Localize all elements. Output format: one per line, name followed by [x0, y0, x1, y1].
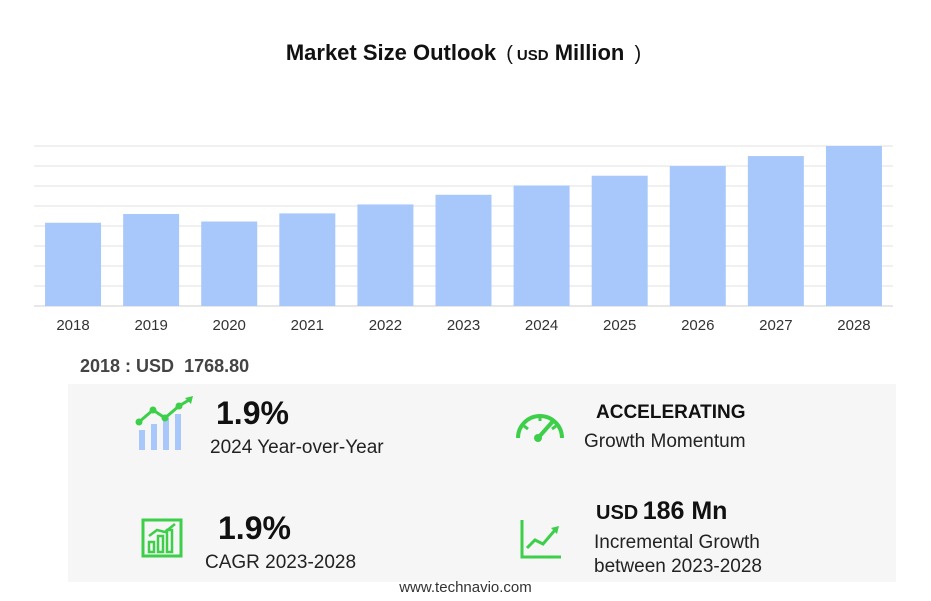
chart-title: Market Size Outlook (USD Million ) [0, 40, 931, 66]
x-tick-label-2018: 2018 [56, 317, 89, 334]
title-unit: USD [516, 47, 549, 64]
chart-title-main: Market Size Outlook [285, 40, 497, 65]
bar-chart-icon [141, 518, 183, 558]
stats-panel [68, 384, 896, 582]
trend-line-icon [520, 520, 561, 559]
x-tick-label-2025: 2025 [603, 317, 636, 334]
bar-2025 [591, 175, 648, 306]
title-open-paren: ( [506, 43, 513, 65]
bar-2020 [201, 221, 258, 306]
base-year-label: 2018 : USD 1768.80 [80, 356, 249, 377]
growth-bars-icon [135, 396, 193, 450]
x-tick-label-2024: 2024 [525, 317, 558, 334]
x-tick-label-2023: 2023 [447, 317, 480, 334]
footer-url: www.technavio.com [399, 579, 532, 596]
bar-chart: 2018 2019 2020 2021 2022 2023 2024 2025 2026 2027… [34, 145, 893, 334]
x-tick-label-2022: 2022 [369, 317, 402, 334]
title-unit-word: Million [554, 40, 625, 65]
bar-2021 [279, 213, 336, 306]
momentum-caption: Growth Momentum [584, 431, 746, 452]
cagr-caption: CAGR 2023-2028 [205, 552, 357, 573]
bar-2023 [435, 194, 492, 306]
title-close-paren: ) [634, 43, 642, 65]
x-tick-label-2020: 2020 [213, 317, 246, 334]
cagr-value: 1.9% [218, 510, 291, 546]
bar-2027 [747, 156, 804, 306]
momentum-value: ACCELERATING [596, 402, 746, 423]
x-tick-label-2028: 2028 [837, 317, 870, 334]
speedometer-icon [516, 414, 564, 442]
base-year-value: 1768.80 [184, 356, 250, 376]
bar-2024 [513, 185, 570, 306]
x-tick-label-2027: 2027 [759, 317, 792, 334]
x-tick-label-2021: 2021 [291, 317, 324, 334]
incremental-caption-line1: Incremental Growth [594, 532, 760, 553]
bar-2028 [825, 146, 882, 306]
incremental-value-line: USD 186 Mn [596, 497, 727, 526]
bar-2019 [123, 213, 180, 306]
bar-2018 [45, 222, 102, 306]
x-tick-label-2019: 2019 [134, 317, 167, 334]
bar-2022 [357, 204, 414, 306]
base-year-prefix: 2018 : USD [80, 356, 175, 376]
incremental-unit: USD [596, 502, 639, 524]
incremental-caption-line2: between 2023-2028 [594, 556, 762, 577]
yoy-caption: 2024 Year-over-Year [210, 437, 384, 458]
bar-2026 [669, 166, 726, 306]
yoy-value: 1.9% [216, 395, 289, 431]
incremental-value: 186 Mn [642, 497, 728, 525]
x-tick-label-2026: 2026 [681, 317, 714, 334]
